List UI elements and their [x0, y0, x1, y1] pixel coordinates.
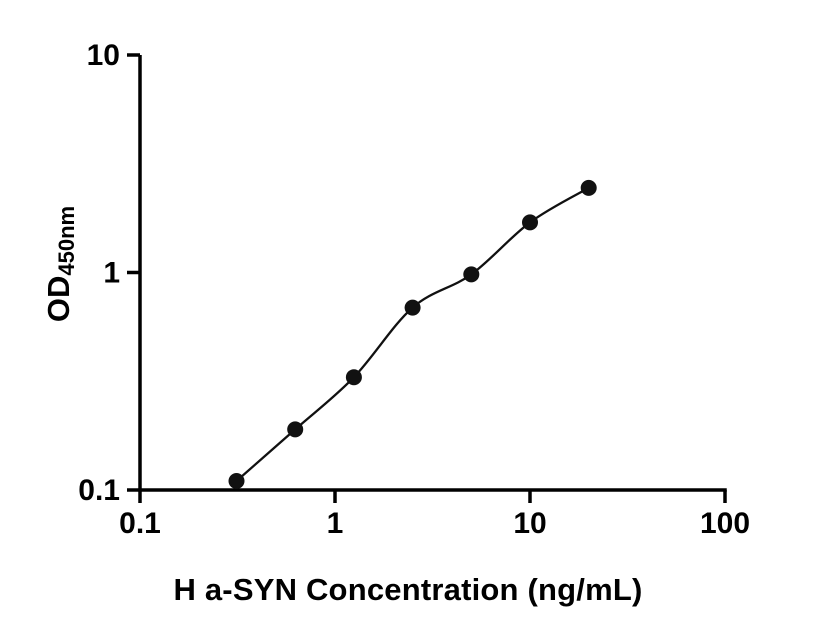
data-point	[404, 299, 421, 316]
y-tick-label: 10	[87, 39, 120, 72]
y-tick-label: 1	[103, 257, 120, 290]
x-tick-label: 0.1	[119, 507, 161, 540]
fit-curve	[235, 186, 590, 482]
data-point	[287, 421, 304, 438]
data-point	[580, 179, 597, 196]
data-point	[345, 369, 362, 386]
data-point	[522, 214, 538, 231]
x-tick-label: 1	[327, 507, 344, 540]
y-axis-title: OD450nm	[37, 84, 81, 444]
x-tick-label: 10	[513, 507, 546, 540]
y-tick-label: 0.1	[78, 474, 120, 507]
data-point	[228, 473, 245, 489]
x-tick-label: 100	[700, 507, 750, 540]
y-axis-title-main: OD	[41, 275, 76, 323]
x-axis-title: H a-SYN Concentration (ng/mL)	[173, 572, 643, 607]
data-point	[463, 266, 480, 283]
y-axis-title-subscript: 450nm	[54, 205, 79, 276]
